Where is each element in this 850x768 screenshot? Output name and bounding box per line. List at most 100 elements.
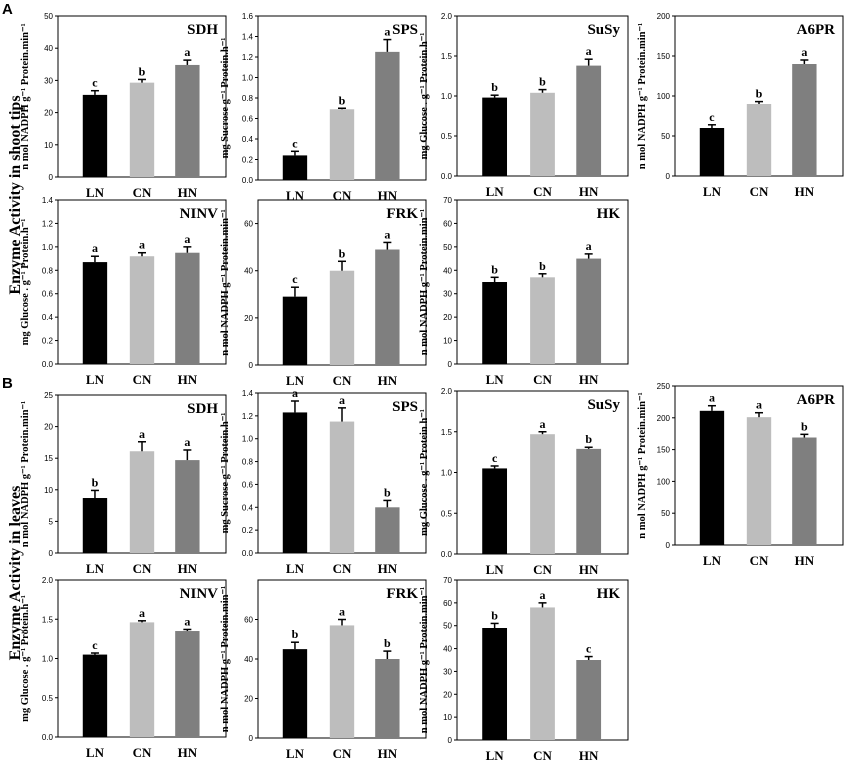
x-category-label: CN <box>133 185 152 200</box>
x-category-label: CN <box>533 372 552 387</box>
y-axis-label: n mol NADPH g⁻¹ Protein.min⁻¹ <box>20 401 31 547</box>
bar-hn <box>375 659 400 738</box>
significance-letter: a <box>586 239 592 253</box>
y-tick-label: 0.0 <box>42 733 54 742</box>
x-category-label: LN <box>86 185 105 200</box>
chart-title: NINV <box>180 586 219 602</box>
y-tick-label: 20 <box>244 314 253 323</box>
chart-title: HK <box>597 586 621 602</box>
y-tick-label: 1.5 <box>441 428 453 437</box>
bar-cn <box>746 417 772 545</box>
y-tick-label: 100 <box>657 92 671 101</box>
y-tick-label: 1.4 <box>242 389 254 398</box>
x-category-label: HN <box>378 373 398 388</box>
significance-letter: a <box>586 44 592 58</box>
significance-letter: c <box>92 76 98 90</box>
y-axis-label: n mol NADPH g⁻¹ Protein.min⁻¹ <box>637 23 648 169</box>
x-category-label: LN <box>486 372 505 387</box>
chart-title: FRK <box>386 206 418 222</box>
x-category-label: LN <box>703 553 722 568</box>
y-tick-label: 0.5 <box>42 694 54 703</box>
y-tick-label: 70 <box>443 576 452 585</box>
bar-ln <box>482 97 508 176</box>
bar-ln <box>282 155 308 180</box>
significance-letter: a <box>92 241 98 255</box>
significance-letter: c <box>92 638 98 652</box>
y-tick-label: 1.5 <box>42 615 54 624</box>
y-tick-label: 50 <box>661 509 670 518</box>
significance-letter: b <box>139 64 146 78</box>
chart-b-sps: 0.0 0.2 0.4 0.6 0.8 1.0 1.2 1.4 a LN a CN b HN SPS mg S… <box>220 386 427 576</box>
y-tick-label: 0.6 <box>42 290 54 299</box>
significance-letter: b <box>539 75 546 89</box>
x-category-label: CN <box>333 561 352 576</box>
x-category-label: CN <box>133 561 152 576</box>
bar-hn <box>175 460 200 553</box>
x-category-label: CN <box>333 188 352 203</box>
bar-cn <box>129 82 155 177</box>
x-category-label: HN <box>579 372 599 387</box>
y-tick-label: 20 <box>244 695 253 704</box>
bar-hn <box>792 437 817 545</box>
x-category-label: CN <box>533 562 552 577</box>
bar-hn <box>175 64 200 177</box>
y-tick-label: 60 <box>244 220 253 229</box>
bar-ln <box>82 262 108 364</box>
y-tick-label: 30 <box>44 76 53 85</box>
y-tick-label: 30 <box>443 667 452 676</box>
y-tick-label: 0 <box>249 361 254 370</box>
y-tick-label: 0.0 <box>441 172 453 181</box>
y-tick-label: 30 <box>443 290 452 299</box>
y-tick-label: 0.2 <box>242 156 254 165</box>
significance-letter: b <box>756 87 763 101</box>
y-tick-label: 100 <box>657 477 671 486</box>
bar-hn <box>175 631 200 737</box>
y-tick-label: 0.4 <box>42 313 54 322</box>
y-axis-label: mg Glucose . g⁻¹ Protein.h⁻¹ <box>20 595 31 722</box>
y-axis-label: mg Glucose . g⁻¹ Protein.h⁻¹ <box>20 219 31 346</box>
significance-letter: b <box>292 627 299 641</box>
bar-cn <box>329 270 355 365</box>
y-tick-label: 1.0 <box>441 469 453 478</box>
y-tick-label: 25 <box>44 391 53 400</box>
y-tick-label: 15 <box>44 454 53 463</box>
bar-cn <box>129 622 155 737</box>
x-category-label: LN <box>286 188 305 203</box>
chart-a-ninv: 0.0 0.2 0.4 0.6 0.8 1.0 1.2 1.4 a LN a CN a HN NINV mg … <box>20 196 227 387</box>
chart-b-sdh: 0 5 10 15 20 25 b LN a CN a HN SDH n mol NADPH g⁻¹ Pr… <box>20 391 227 576</box>
x-category-label: CN <box>533 184 552 199</box>
y-tick-label: 0.2 <box>242 526 254 535</box>
x-category-label: CN <box>133 372 152 387</box>
y-axis-label: n mol NADPH g⁻¹ Protein.min⁻¹ <box>220 209 231 355</box>
y-tick-label: 0.4 <box>242 135 254 144</box>
y-tick-label: 0.2 <box>42 337 54 346</box>
significance-letter: a <box>801 45 807 59</box>
chart-title: SuSy <box>587 22 620 38</box>
significance-letter: b <box>491 80 498 94</box>
chart-a-hk: 0 10 20 30 40 50 60 70 b LN b CN a HN HK n mol NADPH g⁻… <box>419 196 629 387</box>
y-tick-label: 0 <box>448 736 453 745</box>
significance-letter: a <box>139 238 145 252</box>
x-category-label: CN <box>533 748 552 763</box>
chart-title: SDH <box>187 22 218 38</box>
y-tick-label: 150 <box>657 52 671 61</box>
x-category-label: HN <box>178 745 198 760</box>
y-tick-label: 1.4 <box>42 196 54 205</box>
y-tick-label: 10 <box>44 141 53 150</box>
y-tick-label: 1.0 <box>242 435 254 444</box>
chart-title: HK <box>597 206 621 222</box>
chart-title: SPS <box>392 399 418 415</box>
y-tick-label: 2.0 <box>441 12 453 21</box>
x-category-label: HN <box>378 188 398 203</box>
y-tick-label: 1.2 <box>242 412 254 421</box>
y-axis-label: mg Sucrose g⁻¹ Protein.h⁻¹ <box>220 38 231 159</box>
y-tick-label: 10 <box>443 337 452 346</box>
significance-letter: b <box>384 485 391 499</box>
significance-letter: c <box>292 136 298 150</box>
y-tick-label: 20 <box>443 313 452 322</box>
bar-cn <box>329 109 355 180</box>
chart-title: NINV <box>180 206 219 222</box>
